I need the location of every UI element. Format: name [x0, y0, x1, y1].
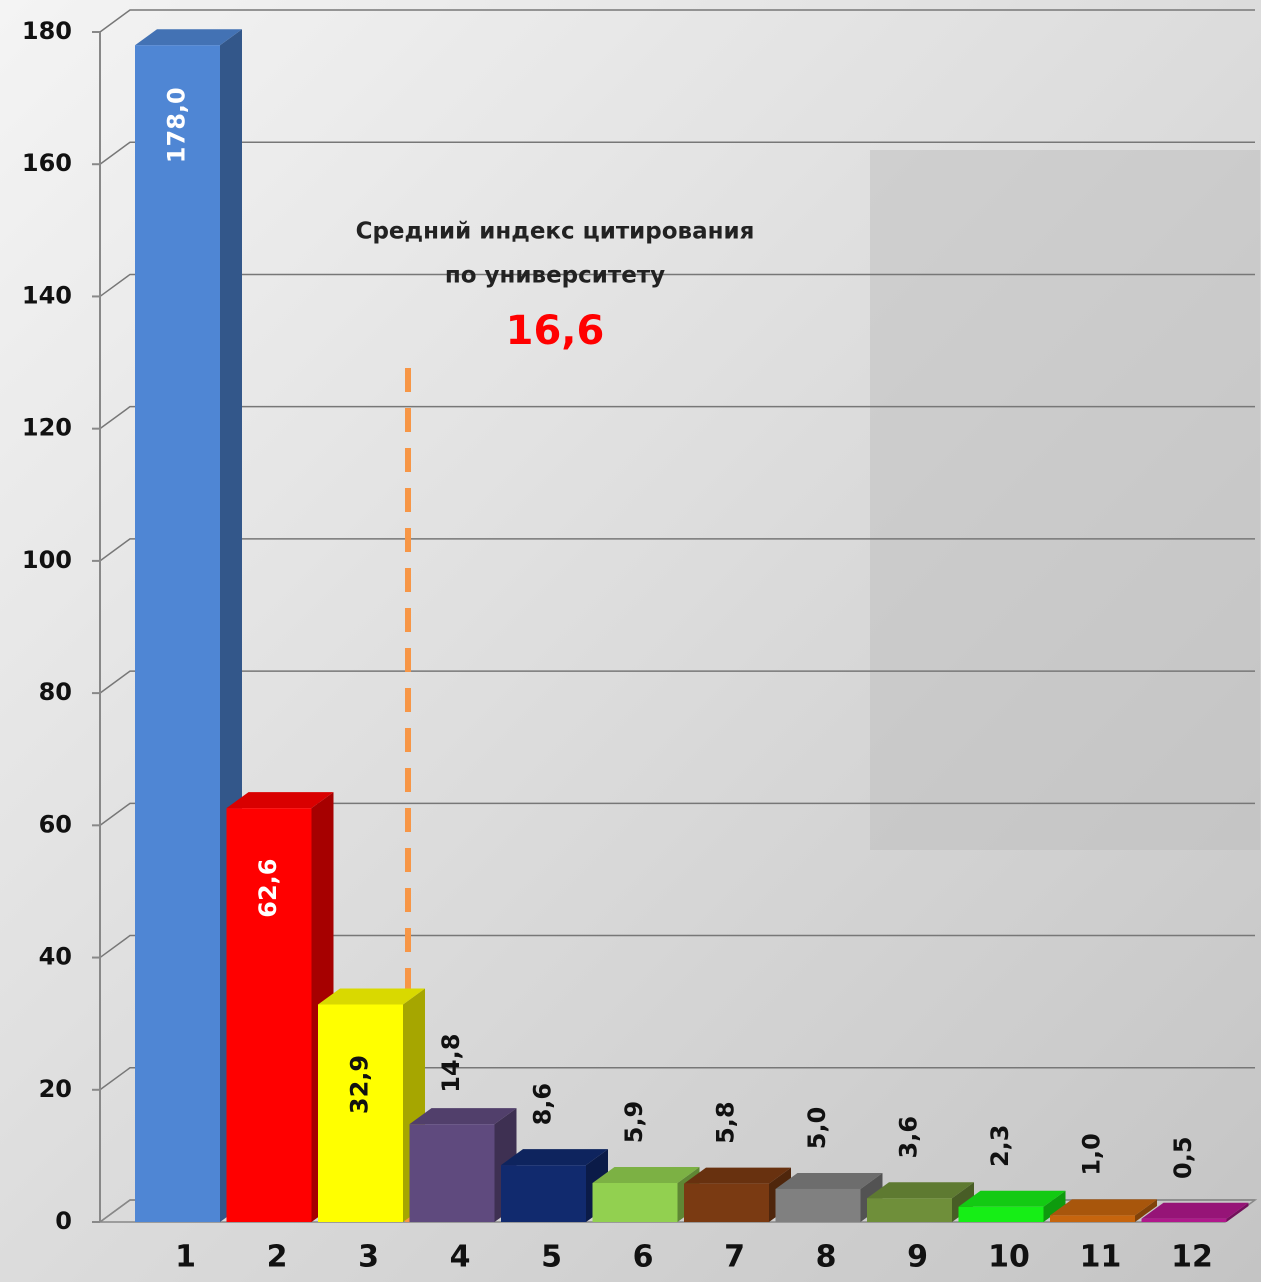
annotation-value: 16,6: [506, 308, 605, 354]
y-tick-label: 20: [39, 1075, 72, 1103]
y-tick-label: 180: [22, 17, 72, 45]
value-label: 5,9: [620, 1101, 648, 1144]
value-label: 62,6: [254, 859, 282, 918]
x-tick-label: 7: [724, 1240, 745, 1275]
value-label: 14,8: [437, 1034, 465, 1093]
bar: [1050, 1215, 1135, 1222]
y-tick-label: 160: [22, 149, 72, 177]
bar: [593, 1183, 678, 1222]
bar: [1142, 1219, 1227, 1222]
value-label: 0,5: [1169, 1136, 1197, 1179]
y-tick-label: 60: [39, 810, 72, 838]
value-label: 5,8: [712, 1101, 740, 1144]
x-tick-label: 9: [907, 1240, 928, 1275]
value-label: 8,6: [529, 1083, 557, 1126]
annotation: Средний индекс цитирования: [356, 219, 755, 245]
y-tick-label: 140: [22, 281, 72, 309]
annotation: по университету: [445, 263, 665, 289]
bar: [135, 45, 220, 1222]
value-label: 2,3: [986, 1125, 1014, 1168]
x-tick-label: 1: [175, 1240, 196, 1275]
x-tick-label: 10: [988, 1240, 1030, 1275]
x-tick-label: 4: [450, 1240, 471, 1275]
x-tick-label: 5: [541, 1240, 562, 1275]
bar: [776, 1189, 861, 1222]
value-label: 1,0: [1078, 1133, 1106, 1176]
value-label: 3,6: [895, 1116, 923, 1159]
y-tick-label: 0: [55, 1207, 72, 1235]
bar: [410, 1124, 495, 1222]
y-tick-label: 80: [39, 678, 72, 706]
x-tick-label: 12: [1171, 1240, 1213, 1275]
bar: [959, 1207, 1044, 1222]
bar: [501, 1165, 586, 1222]
y-tick-label: 40: [39, 943, 72, 971]
x-tick-label: 3: [358, 1240, 379, 1275]
bar: [684, 1184, 769, 1222]
background-shape: [870, 150, 1260, 850]
y-tick-label: 120: [22, 414, 72, 442]
chart: Средний индекс цитирования по университе…: [0, 0, 1261, 1282]
value-label: 5,0: [803, 1107, 831, 1150]
bar: [867, 1198, 952, 1222]
x-tick-label: 11: [1080, 1240, 1122, 1275]
value-label: 178,0: [163, 87, 191, 163]
value-label: 32,9: [346, 1055, 374, 1114]
x-tick-label: 2: [267, 1240, 288, 1275]
x-tick-label: 8: [816, 1240, 837, 1275]
y-tick-label: 100: [22, 546, 72, 574]
x-tick-label: 6: [633, 1240, 654, 1275]
